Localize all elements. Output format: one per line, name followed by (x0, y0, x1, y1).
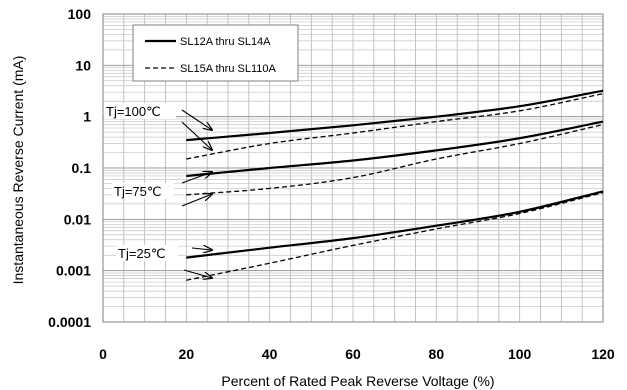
annotation-bg-100 (104, 103, 176, 119)
y-tick-label: 100 (68, 6, 92, 22)
legend-label-dashed: SL15A thru SL110A (180, 63, 276, 75)
series-line-solid-tj75 (186, 120, 604, 178)
series-line-dashed-tj100 (186, 93, 604, 160)
arrow-tj100-solid (181, 109, 212, 130)
legend-label-solid: SL12A thru SL14A (180, 36, 271, 48)
y-tick-label: 0.0001 (48, 314, 91, 330)
x-tick-label: 40 (262, 346, 278, 362)
x-tick-label: 20 (179, 346, 195, 362)
annotation-bg-25 (116, 245, 178, 261)
legend-box (132, 24, 299, 82)
y-tick-label: 0.01 (64, 211, 91, 227)
series-line-solid-tj100 (186, 89, 604, 142)
annotation-tj-75: Tj=75℃ (114, 184, 161, 199)
x-tick-label: 0 (99, 346, 107, 362)
y-tick-label: 0.001 (56, 263, 91, 279)
y-tick-label: 1 (83, 109, 91, 125)
arrow-tj25-dashed (183, 269, 212, 278)
arrow-tj75-solid (181, 172, 212, 184)
y-axis-ticks: 0.0001 0.001 0.01 0.1 1 10 100 (48, 6, 91, 330)
x-tick-label: 60 (345, 346, 361, 362)
annotation-tj-100: Tj=100℃ (106, 104, 161, 119)
annotation-bg-75 (112, 183, 174, 199)
plot-area-frame (102, 13, 604, 323)
x-tick-label: 80 (429, 346, 445, 362)
series-line-dashed-tj75 (186, 123, 604, 196)
arrow-tj25-solid (191, 248, 212, 250)
y-tick-label: 10 (75, 57, 91, 73)
x-axis-label: Percent of Rated Peak Reverse Voltage (%… (221, 373, 494, 389)
temperature-annotations: Tj=100℃ Tj=75℃ Tj=25℃ (104, 103, 212, 278)
x-axis-ticks: 0 20 40 60 80 100 120 (99, 346, 615, 362)
x-tick-label: 100 (508, 346, 532, 362)
legend: SL12A thru SL14A SL15A thru SL110A (132, 24, 299, 82)
annotation-tj-25: Tj=25℃ (118, 246, 165, 261)
x-tick-label: 120 (591, 346, 615, 362)
arrow-tj100-dashed (181, 121, 212, 150)
y-tick-label: 0.1 (72, 160, 92, 176)
y-axis-label: Instantaneous Reverse Current (mA) (10, 56, 26, 285)
series-line-dashed-tj25 (186, 192, 604, 281)
series-lines (186, 89, 604, 281)
series-line-solid-tj25 (186, 190, 604, 259)
arrow-tj75-dashed (181, 194, 212, 207)
